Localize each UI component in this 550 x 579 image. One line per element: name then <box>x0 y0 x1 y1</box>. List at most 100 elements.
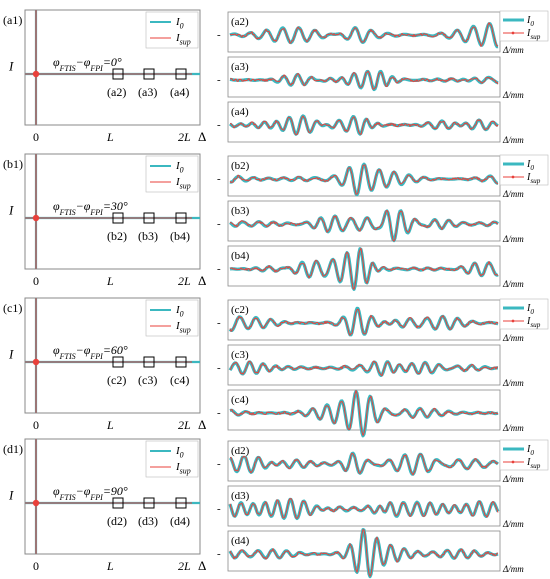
isup-line <box>229 308 499 336</box>
x-unit-label: Δ/mm <box>502 90 524 100</box>
inset-label: (a3) <box>231 61 249 73</box>
inset-plot: (a3)- Δ/mm <box>217 56 524 100</box>
inset-plot: (b4)- Δ/mm <box>217 245 524 291</box>
marker-box <box>112 356 124 368</box>
legend-i0-label: I0 <box>175 16 184 30</box>
inset-label-bg <box>230 392 258 405</box>
legend-box <box>145 440 199 478</box>
inset-plot: (a4)- Δ/mm <box>217 101 524 145</box>
legend-isup-label: Isup <box>526 316 541 329</box>
isup-line <box>229 360 499 377</box>
legend-i0-label: I0 <box>175 304 184 318</box>
legend-isup-label: Isup <box>526 172 541 185</box>
marker-label: (d2) <box>107 514 127 528</box>
origin-dot <box>32 70 40 78</box>
y-tick: - <box>217 119 221 131</box>
x-unit-label: Δ/mm <box>502 333 524 343</box>
inset-label-bg <box>230 347 258 360</box>
y-tick: - <box>217 263 221 275</box>
x-unit-label: Δ/mm <box>502 564 524 574</box>
marker-label: (a4) <box>170 85 189 99</box>
isup-line <box>229 247 499 290</box>
i0-line <box>228 306 499 337</box>
x-tick-L: L <box>106 418 114 432</box>
x-tick-L: L <box>106 274 114 288</box>
isup-line <box>229 498 499 519</box>
inset-label-bg <box>230 443 258 456</box>
legend-isup-dot <box>511 319 515 323</box>
x-unit-label: Δ/mm <box>502 189 524 199</box>
x-tick-0: 0 <box>33 274 39 288</box>
inset-label-bg <box>230 248 258 261</box>
x-unit-label: Δ/mm <box>502 234 524 244</box>
x-tick-2L: 2L <box>178 418 191 432</box>
inset-label-bg <box>230 14 258 27</box>
isup-line <box>229 164 499 195</box>
marker-box <box>175 497 187 509</box>
inset-label: (b3) <box>231 205 250 217</box>
legend: I0 Isup <box>145 299 199 337</box>
marker-box <box>112 497 124 509</box>
marker-box <box>112 68 124 80</box>
y-tick: - <box>217 548 221 560</box>
inset-label: (b2) <box>231 160 250 172</box>
y-axis-label: I <box>8 347 14 362</box>
x-unit-label: Δ/mm <box>502 135 524 145</box>
inset-label-bg <box>230 104 258 117</box>
legend: I0 Isup <box>145 440 199 478</box>
marker-box <box>143 68 155 80</box>
inset-label-bg <box>230 203 258 216</box>
marker-label: (b3) <box>138 229 158 243</box>
legend-i0-label: I0 <box>526 444 534 457</box>
x-tick-2L: 2L <box>178 130 191 144</box>
phase-annotation: φFTIS−φFPI=0° <box>53 55 122 73</box>
x-unit-label: Δ/mm <box>502 519 524 529</box>
x-unit-label: Δ/mm <box>502 279 524 289</box>
x-axis-label: Δ <box>198 417 206 432</box>
y-axis-label: I <box>8 203 14 218</box>
panel-frame <box>24 438 201 555</box>
inset-label-bg <box>230 59 258 72</box>
inset-label-bg <box>230 488 258 501</box>
panel-frame <box>24 297 201 414</box>
legend-isup-label: Isup <box>526 457 541 470</box>
inset-plot: (d2)- Δ/mm <box>217 440 524 484</box>
x-unit-label: Δ/mm <box>502 45 524 55</box>
inset-plot: (c2)- Δ/mm <box>217 299 524 343</box>
legend: I0 Isup <box>145 11 199 49</box>
panel-frame <box>24 153 201 270</box>
i0-line <box>229 162 499 197</box>
inset-label: (c4) <box>231 394 249 406</box>
legend-box <box>499 10 549 42</box>
inset-label: (c2) <box>231 304 249 316</box>
inset-frame <box>227 344 501 386</box>
inset-plot: (a2)- Δ/mm <box>217 11 524 55</box>
legend-i0-label: I0 <box>175 445 184 459</box>
isup-line <box>229 115 499 136</box>
isup-line <box>229 389 499 436</box>
x-tick-L: L <box>106 130 114 144</box>
x-axis-label: Δ <box>198 273 206 288</box>
legend-box <box>499 298 549 330</box>
legend-box <box>499 439 549 471</box>
y-tick: - <box>217 29 221 41</box>
inset-plot: (d3)- Δ/mm <box>217 485 524 529</box>
inset-frame <box>227 56 501 98</box>
legend-isup-label: Isup <box>175 176 191 190</box>
y-tick: - <box>217 74 221 86</box>
marker-label: (a3) <box>138 85 157 99</box>
legend-box <box>145 11 199 49</box>
x-tick-0: 0 <box>33 130 39 144</box>
inset-plot: (b2)- Δ/mm <box>217 155 524 199</box>
marker-box <box>143 356 155 368</box>
legend-isup-dot <box>511 31 515 35</box>
marker-label: (c4) <box>170 373 189 387</box>
phase-annotation: φFTIS−φFPI=90° <box>53 484 128 502</box>
legend-isup-dot <box>511 460 515 464</box>
marker-box <box>143 497 155 509</box>
marker-box <box>112 212 124 224</box>
